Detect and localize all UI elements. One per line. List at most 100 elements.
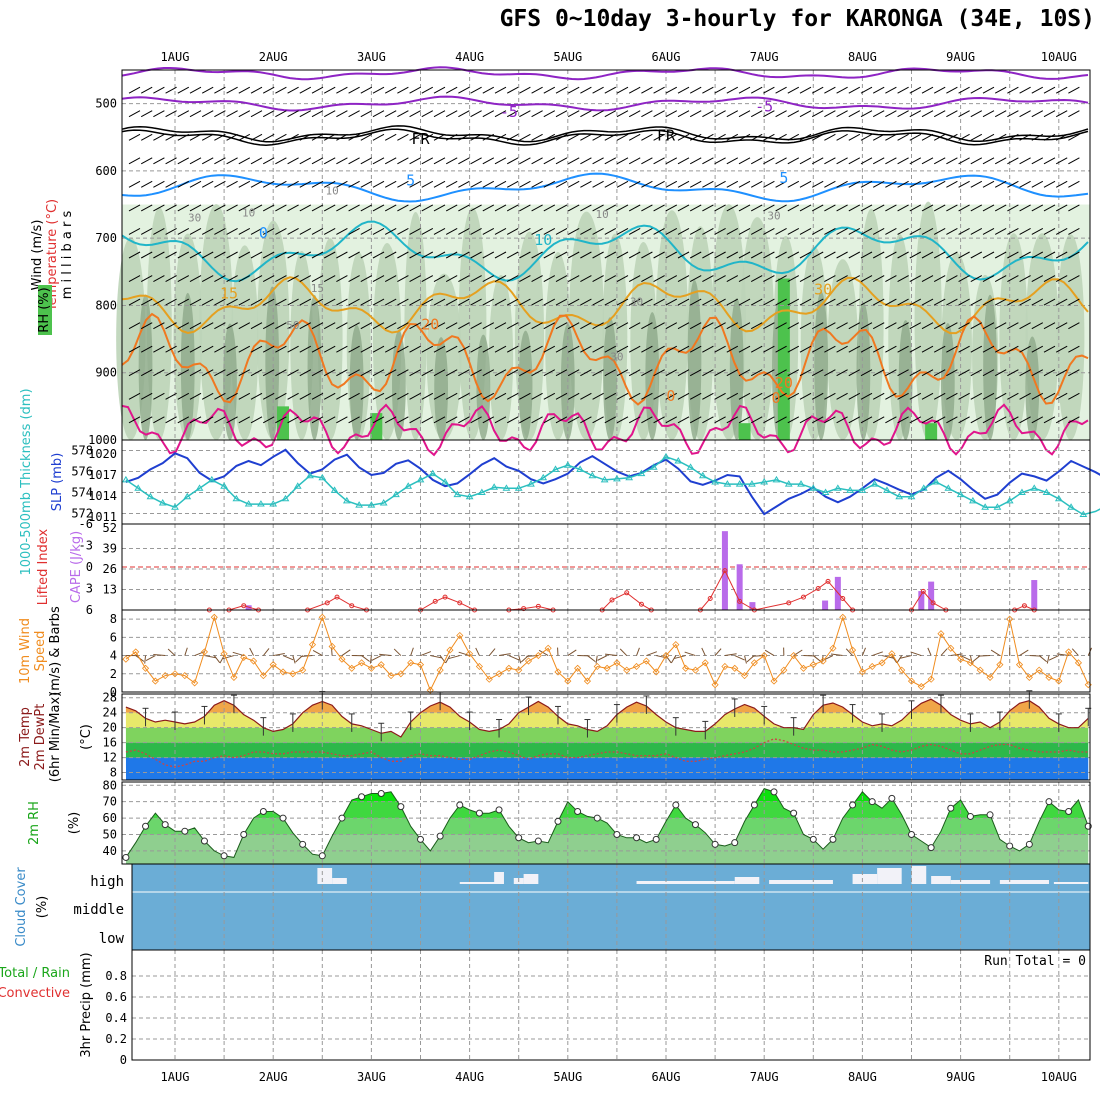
wind-barb [592, 110, 604, 118]
wind-speed-point [544, 644, 552, 652]
rh-point [966, 812, 974, 820]
wind-barb [555, 416, 568, 424]
thickness-point [404, 482, 413, 489]
rh-point [397, 803, 405, 811]
cloud-bg [132, 864, 1090, 950]
wind-barb [946, 275, 958, 282]
thickness-point [158, 499, 167, 506]
wind-barb-10m [752, 655, 765, 657]
wind-barb [177, 204, 190, 212]
wind-barb [262, 345, 275, 353]
wind-barb [1055, 298, 1068, 306]
rh-saturated-patch [925, 423, 938, 440]
wind-barb [750, 110, 763, 118]
wind-barb [933, 392, 946, 400]
lifted-index-point [815, 586, 821, 591]
cloud-tick-label: middle [73, 902, 124, 918]
wind-barb [348, 322, 360, 330]
wind-barb-10m [978, 655, 991, 657]
wind-barb [238, 345, 251, 353]
wind-speed-point [662, 651, 670, 660]
wind-barb [946, 322, 958, 330]
wind-barb [763, 204, 775, 212]
wind-tick-label: 8 [110, 612, 117, 626]
rh-point [672, 801, 680, 809]
wind-barb [189, 392, 202, 400]
wind-barb [482, 110, 495, 118]
wind-barb [836, 416, 848, 424]
wind-barb [897, 298, 909, 306]
lifted-index-point [840, 596, 846, 602]
thickness-point [269, 500, 278, 507]
wind-barb [714, 110, 726, 118]
wind-barb [555, 322, 568, 330]
wind-barb [933, 298, 946, 306]
wind-speed-point [338, 655, 346, 663]
wind-barb-10m [144, 655, 147, 664]
wind-barb [153, 369, 165, 377]
wind-barb [421, 86, 434, 94]
wind-speed-point [1035, 666, 1043, 674]
wind-barb [275, 416, 287, 424]
rh-dark-blob [687, 280, 702, 440]
wind-barb [641, 345, 653, 353]
wind-barb [677, 204, 690, 212]
wind-barb [787, 345, 800, 353]
wind-barb [885, 345, 897, 353]
wind-barb [775, 180, 787, 188]
wind-barb [1055, 228, 1068, 235]
wind-barb [1055, 251, 1068, 259]
precip-legend-total: Total / Rain [0, 966, 70, 981]
wind-barb [238, 228, 251, 235]
temp-bands [125, 699, 1089, 780]
wind-barb [543, 392, 556, 400]
wind-speed-point [682, 664, 690, 672]
wind-barb [604, 251, 617, 259]
wind-speed-point [367, 664, 375, 672]
wind-speed-point [515, 666, 523, 674]
wind-barb [494, 322, 507, 330]
wind-barb [1055, 110, 1068, 118]
wind-barb [860, 298, 873, 306]
contour-label: 5 [406, 172, 415, 190]
wind-barb [750, 228, 763, 235]
wind-barb-10m [410, 647, 414, 656]
contour-label: 50 [286, 319, 299, 332]
thickness-point [674, 457, 683, 464]
rh-shade-blob [1056, 234, 1085, 440]
wind-barb [201, 369, 214, 377]
wind-barb [1043, 298, 1056, 306]
wind-barb [653, 416, 665, 424]
wind-speed-point [740, 672, 749, 680]
wind-barb [153, 110, 165, 118]
wind-barb [848, 157, 861, 165]
wind-barb [738, 298, 751, 306]
wind-barb [689, 86, 702, 94]
wind-barb [677, 157, 690, 165]
thickness-point [858, 486, 867, 493]
wind-barb [250, 110, 263, 118]
wind-barb [238, 369, 251, 377]
wind-barb [1043, 180, 1056, 188]
wind-barb [616, 133, 629, 141]
wind-barb [458, 369, 470, 377]
rh-shade-blob [116, 237, 146, 440]
wind-barb [946, 157, 958, 165]
p4-ylabel-0: 10m Wind [18, 618, 33, 684]
wind-barb [628, 275, 641, 282]
wind-barb [531, 133, 543, 141]
wind-barb [275, 322, 287, 330]
wind-barb-10m [445, 655, 451, 664]
wind-barb-10m [219, 655, 225, 664]
wind-speed-point [446, 646, 454, 654]
wind-barb [933, 86, 946, 94]
wind-barb [409, 251, 421, 259]
lifted-index-point [457, 600, 463, 606]
wind-barb [360, 110, 373, 118]
wind-barb [397, 298, 409, 306]
wind-barb [653, 133, 665, 141]
wind-barb-10m [714, 648, 722, 656]
wind-barb [519, 392, 531, 400]
wind-barb [250, 228, 263, 235]
